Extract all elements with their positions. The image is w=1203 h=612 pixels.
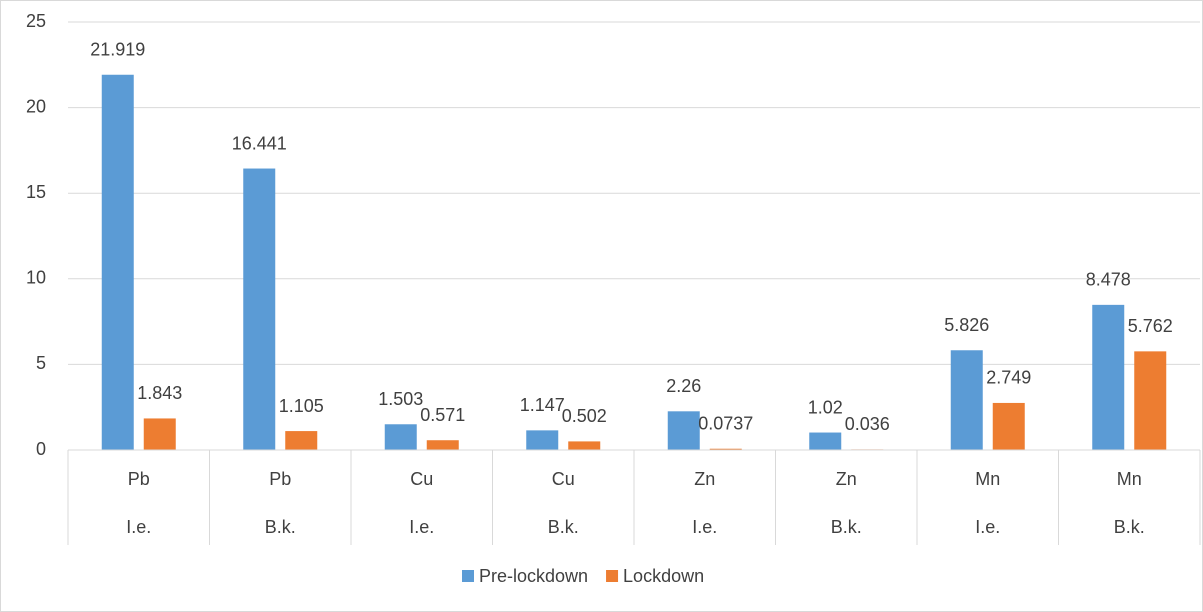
data-label: 2.749	[986, 368, 1031, 388]
data-label: 1.105	[279, 396, 324, 416]
legend-swatch	[462, 570, 474, 582]
bar	[285, 431, 318, 450]
data-label: 2.26	[666, 376, 701, 396]
x-tick-label: Pb	[269, 469, 291, 489]
bar	[992, 402, 1025, 450]
x-tick-label: Cu	[552, 469, 575, 489]
bar	[667, 411, 700, 450]
bar	[1092, 304, 1125, 450]
y-tick-label: 0	[36, 439, 46, 459]
data-label: 0.571	[420, 405, 465, 425]
x-group-label: B.k.	[548, 517, 579, 537]
bar	[950, 350, 983, 450]
bar	[526, 430, 559, 450]
bar	[1134, 351, 1167, 450]
y-tick-label: 10	[26, 268, 46, 288]
legend-label: Lockdown	[623, 566, 704, 586]
x-group-label: I.e.	[975, 517, 1000, 537]
x-group-label: B.k.	[831, 517, 862, 537]
bar	[101, 74, 134, 451]
data-label: 5.762	[1128, 316, 1173, 336]
y-tick-label: 20	[26, 96, 46, 116]
bar	[143, 418, 176, 450]
data-label: 0.502	[562, 406, 607, 426]
y-tick-label: 25	[26, 11, 46, 31]
x-group-label: I.e.	[409, 517, 434, 537]
data-label: 1.02	[808, 397, 843, 417]
x-tick-label: Cu	[410, 469, 433, 489]
data-label: 0.0737	[698, 413, 753, 433]
x-tick-label: Mn	[975, 469, 1000, 489]
x-group-label: I.e.	[692, 517, 717, 537]
bar	[243, 168, 276, 450]
legend-label: Pre-lockdown	[479, 566, 588, 586]
data-label: 5.826	[944, 315, 989, 335]
data-label: 0.036	[845, 414, 890, 434]
bar	[568, 441, 601, 450]
data-label: 21.919	[90, 39, 145, 59]
data-label: 16.441	[232, 133, 287, 153]
data-label: 1.843	[137, 383, 182, 403]
y-tick-label: 15	[26, 182, 46, 202]
x-tick-label: Mn	[1117, 469, 1142, 489]
y-tick-label: 5	[36, 353, 46, 373]
x-tick-label: Zn	[836, 469, 857, 489]
bar	[426, 440, 459, 450]
x-tick-label: Zn	[694, 469, 715, 489]
legend-swatch	[606, 570, 619, 582]
x-group-label: B.k.	[265, 517, 296, 537]
x-group-label: B.k.	[1114, 517, 1145, 537]
bar	[809, 432, 842, 450]
bar	[384, 424, 417, 450]
x-group-label: I.e.	[126, 517, 151, 537]
x-tick-label: Pb	[128, 469, 150, 489]
data-label: 8.478	[1086, 270, 1131, 290]
bar	[709, 448, 742, 450]
data-label: 1.503	[378, 389, 423, 409]
data-label: 1.147	[520, 395, 565, 415]
